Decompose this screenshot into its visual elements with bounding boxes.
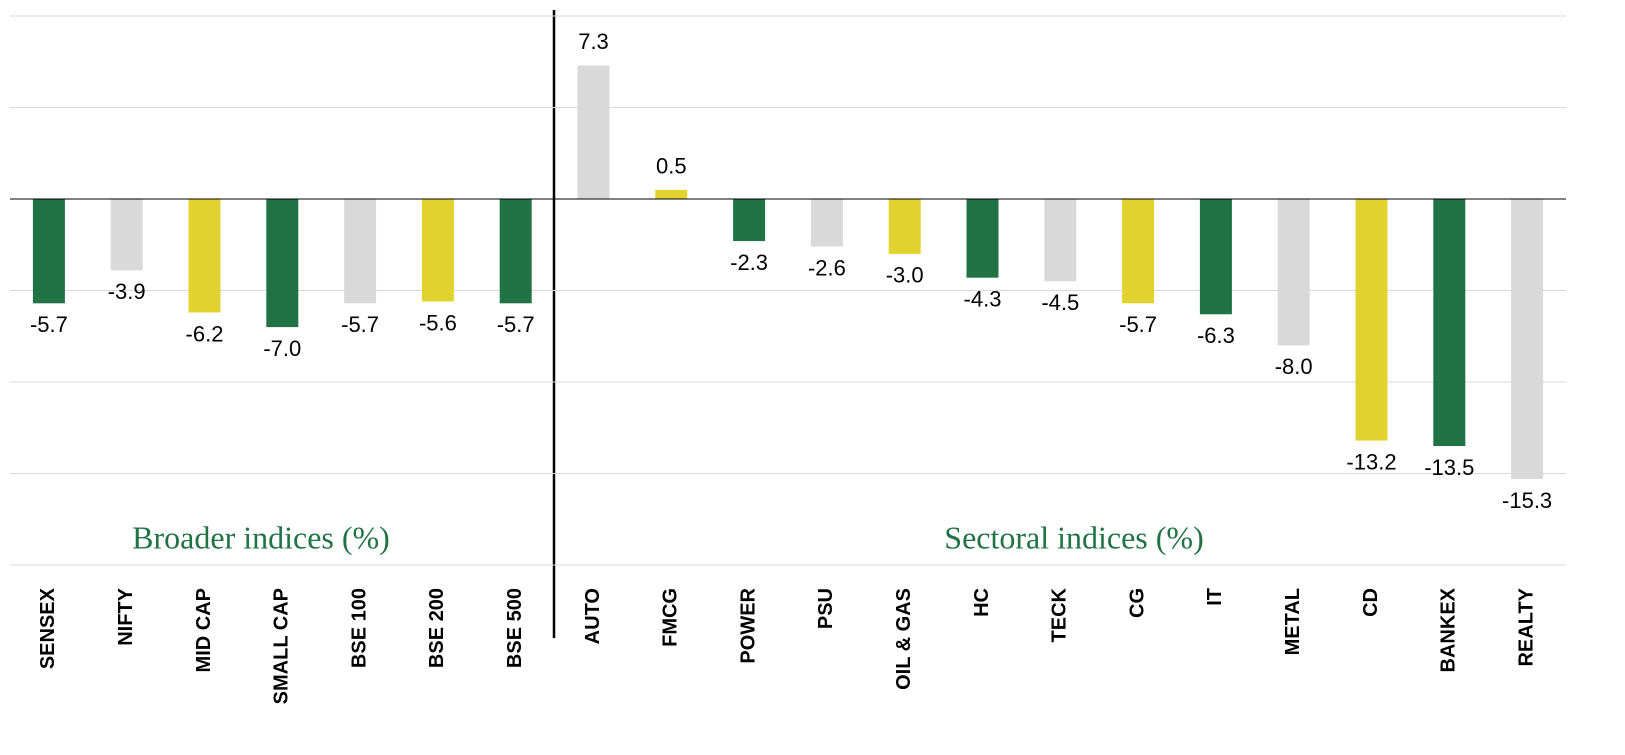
data-label: 0.5 [656,154,687,179]
data-label: -5.6 [419,310,457,335]
bar [266,199,299,328]
data-label: -2.6 [808,255,846,280]
bar [733,199,766,242]
bar [1433,199,1466,447]
bar [344,199,377,304]
bar [1199,199,1232,315]
group-label: Sectoral indices (%) [944,519,1203,555]
data-label: -5.7 [30,312,68,337]
bar [110,199,143,271]
x-tick-label: OIL & GAS [893,588,915,690]
bar [32,199,65,304]
x-tick-label: PSU [815,588,837,629]
data-label: -15.3 [1502,488,1552,513]
x-tick-label: BANKEX [1438,587,1460,672]
x-tick-label: FMCG [660,588,682,647]
data-label: -5.7 [1119,312,1157,337]
bar [1355,199,1388,441]
bar [888,199,921,254]
data-label: -7.0 [263,336,301,361]
data-label: -6.3 [1197,323,1235,348]
data-label: -4.5 [1041,290,1079,315]
x-tick-label: NIFTY [115,587,137,645]
bar [1511,199,1544,479]
x-tick-label: SMALL CAP [271,588,293,704]
data-label: 7.3 [578,29,609,54]
x-tick-label: POWER [737,587,759,663]
bar [1044,199,1077,282]
data-label: -3.0 [886,263,924,288]
data-label: -6.2 [186,321,224,346]
x-tick-label: BSE 500 [504,588,526,668]
x-tick-label: MID CAP [193,588,215,672]
bar [188,199,221,313]
bar [1122,199,1155,304]
bar [577,65,610,199]
data-label: -13.5 [1424,455,1474,480]
data-label: -5.7 [497,312,535,337]
group-label: Broader indices (%) [132,519,390,555]
data-label: -5.7 [341,312,379,337]
x-tick-label: IT [1204,588,1226,606]
x-tick-label: CD [1360,588,1382,617]
data-label: -8.0 [1275,354,1313,379]
bar [1277,199,1310,346]
bar [966,199,999,278]
x-tick-label: HC [971,588,993,617]
x-tick-label: BSE 200 [426,588,448,668]
x-tick-label: TECK [1049,587,1071,642]
data-label: -13.2 [1346,449,1396,474]
x-tick-label: CG [1126,588,1148,618]
x-tick-label: SENSEX [37,587,59,669]
bar [499,199,532,304]
x-tick-label: METAL [1282,588,1304,655]
data-label: -4.3 [964,287,1002,312]
x-tick-label: AUTO [582,588,604,644]
bar [810,199,843,247]
x-tick-label: REALTY [1515,587,1537,666]
bar [655,189,688,199]
x-tick-label: BSE 100 [348,588,370,668]
data-label: -3.9 [108,279,146,304]
data-label: -2.3 [730,250,768,275]
bar [421,199,454,302]
